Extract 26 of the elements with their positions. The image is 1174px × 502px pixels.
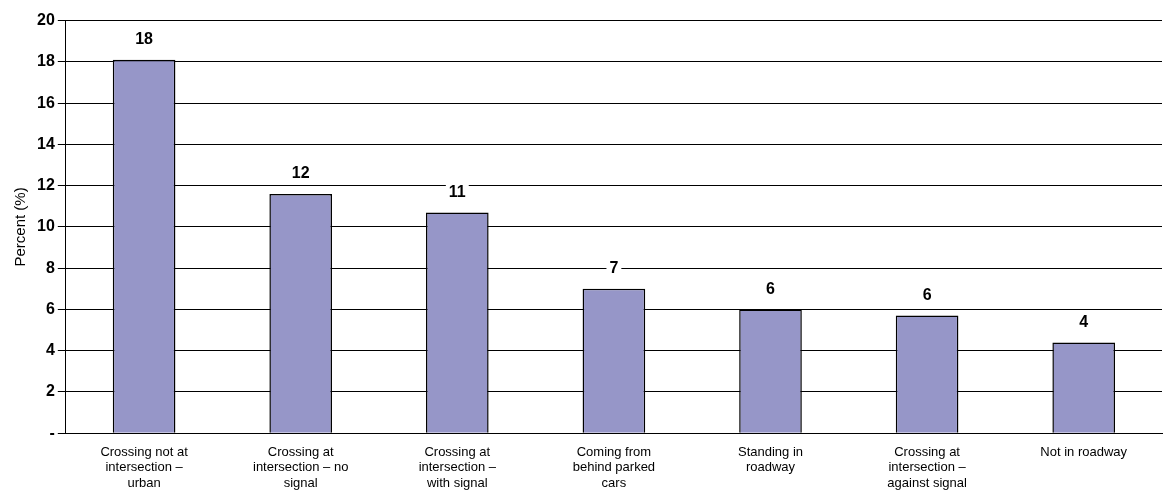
y-tick-label: 8 [45, 258, 55, 276]
x-tick-label: Not in roadway [1040, 443, 1128, 459]
data-label: 6 [922, 286, 932, 304]
x-tick-label: Crossing at intersection – against signal [887, 443, 967, 490]
y-tick-label: 12 [37, 176, 55, 194]
y-tick-label: 20 [37, 11, 55, 29]
data-label: 4 [1079, 312, 1089, 330]
y-tick-label: 4 [45, 341, 55, 359]
x-tick-label: Crossing not at intersection – urban [100, 443, 189, 490]
y-tick-label: 10 [37, 217, 55, 235]
x-tick-label: Crossing at intersection – with signal [418, 443, 497, 490]
x-tick-label: Standing in roadway [737, 443, 804, 475]
data-label: 12 [291, 164, 310, 182]
x-tick-label: Crossing at intersection – no signal [252, 443, 349, 490]
y-tick-label: 6 [45, 299, 55, 317]
data-label: 11 [448, 182, 466, 200]
y-tick-label: 18 [37, 52, 55, 70]
y-tick-label: - [49, 423, 55, 441]
y-tick-label: 16 [37, 93, 55, 111]
data-label: 6 [766, 279, 776, 297]
data-label: 7 [609, 259, 619, 277]
data-label: 18 [135, 30, 154, 48]
x-tick-label: Coming from behind parked cars [572, 443, 656, 490]
y-tick-label: 14 [37, 134, 55, 152]
y-axis-title: Percent (%) [11, 187, 29, 267]
y-tick-label: 2 [45, 382, 55, 400]
